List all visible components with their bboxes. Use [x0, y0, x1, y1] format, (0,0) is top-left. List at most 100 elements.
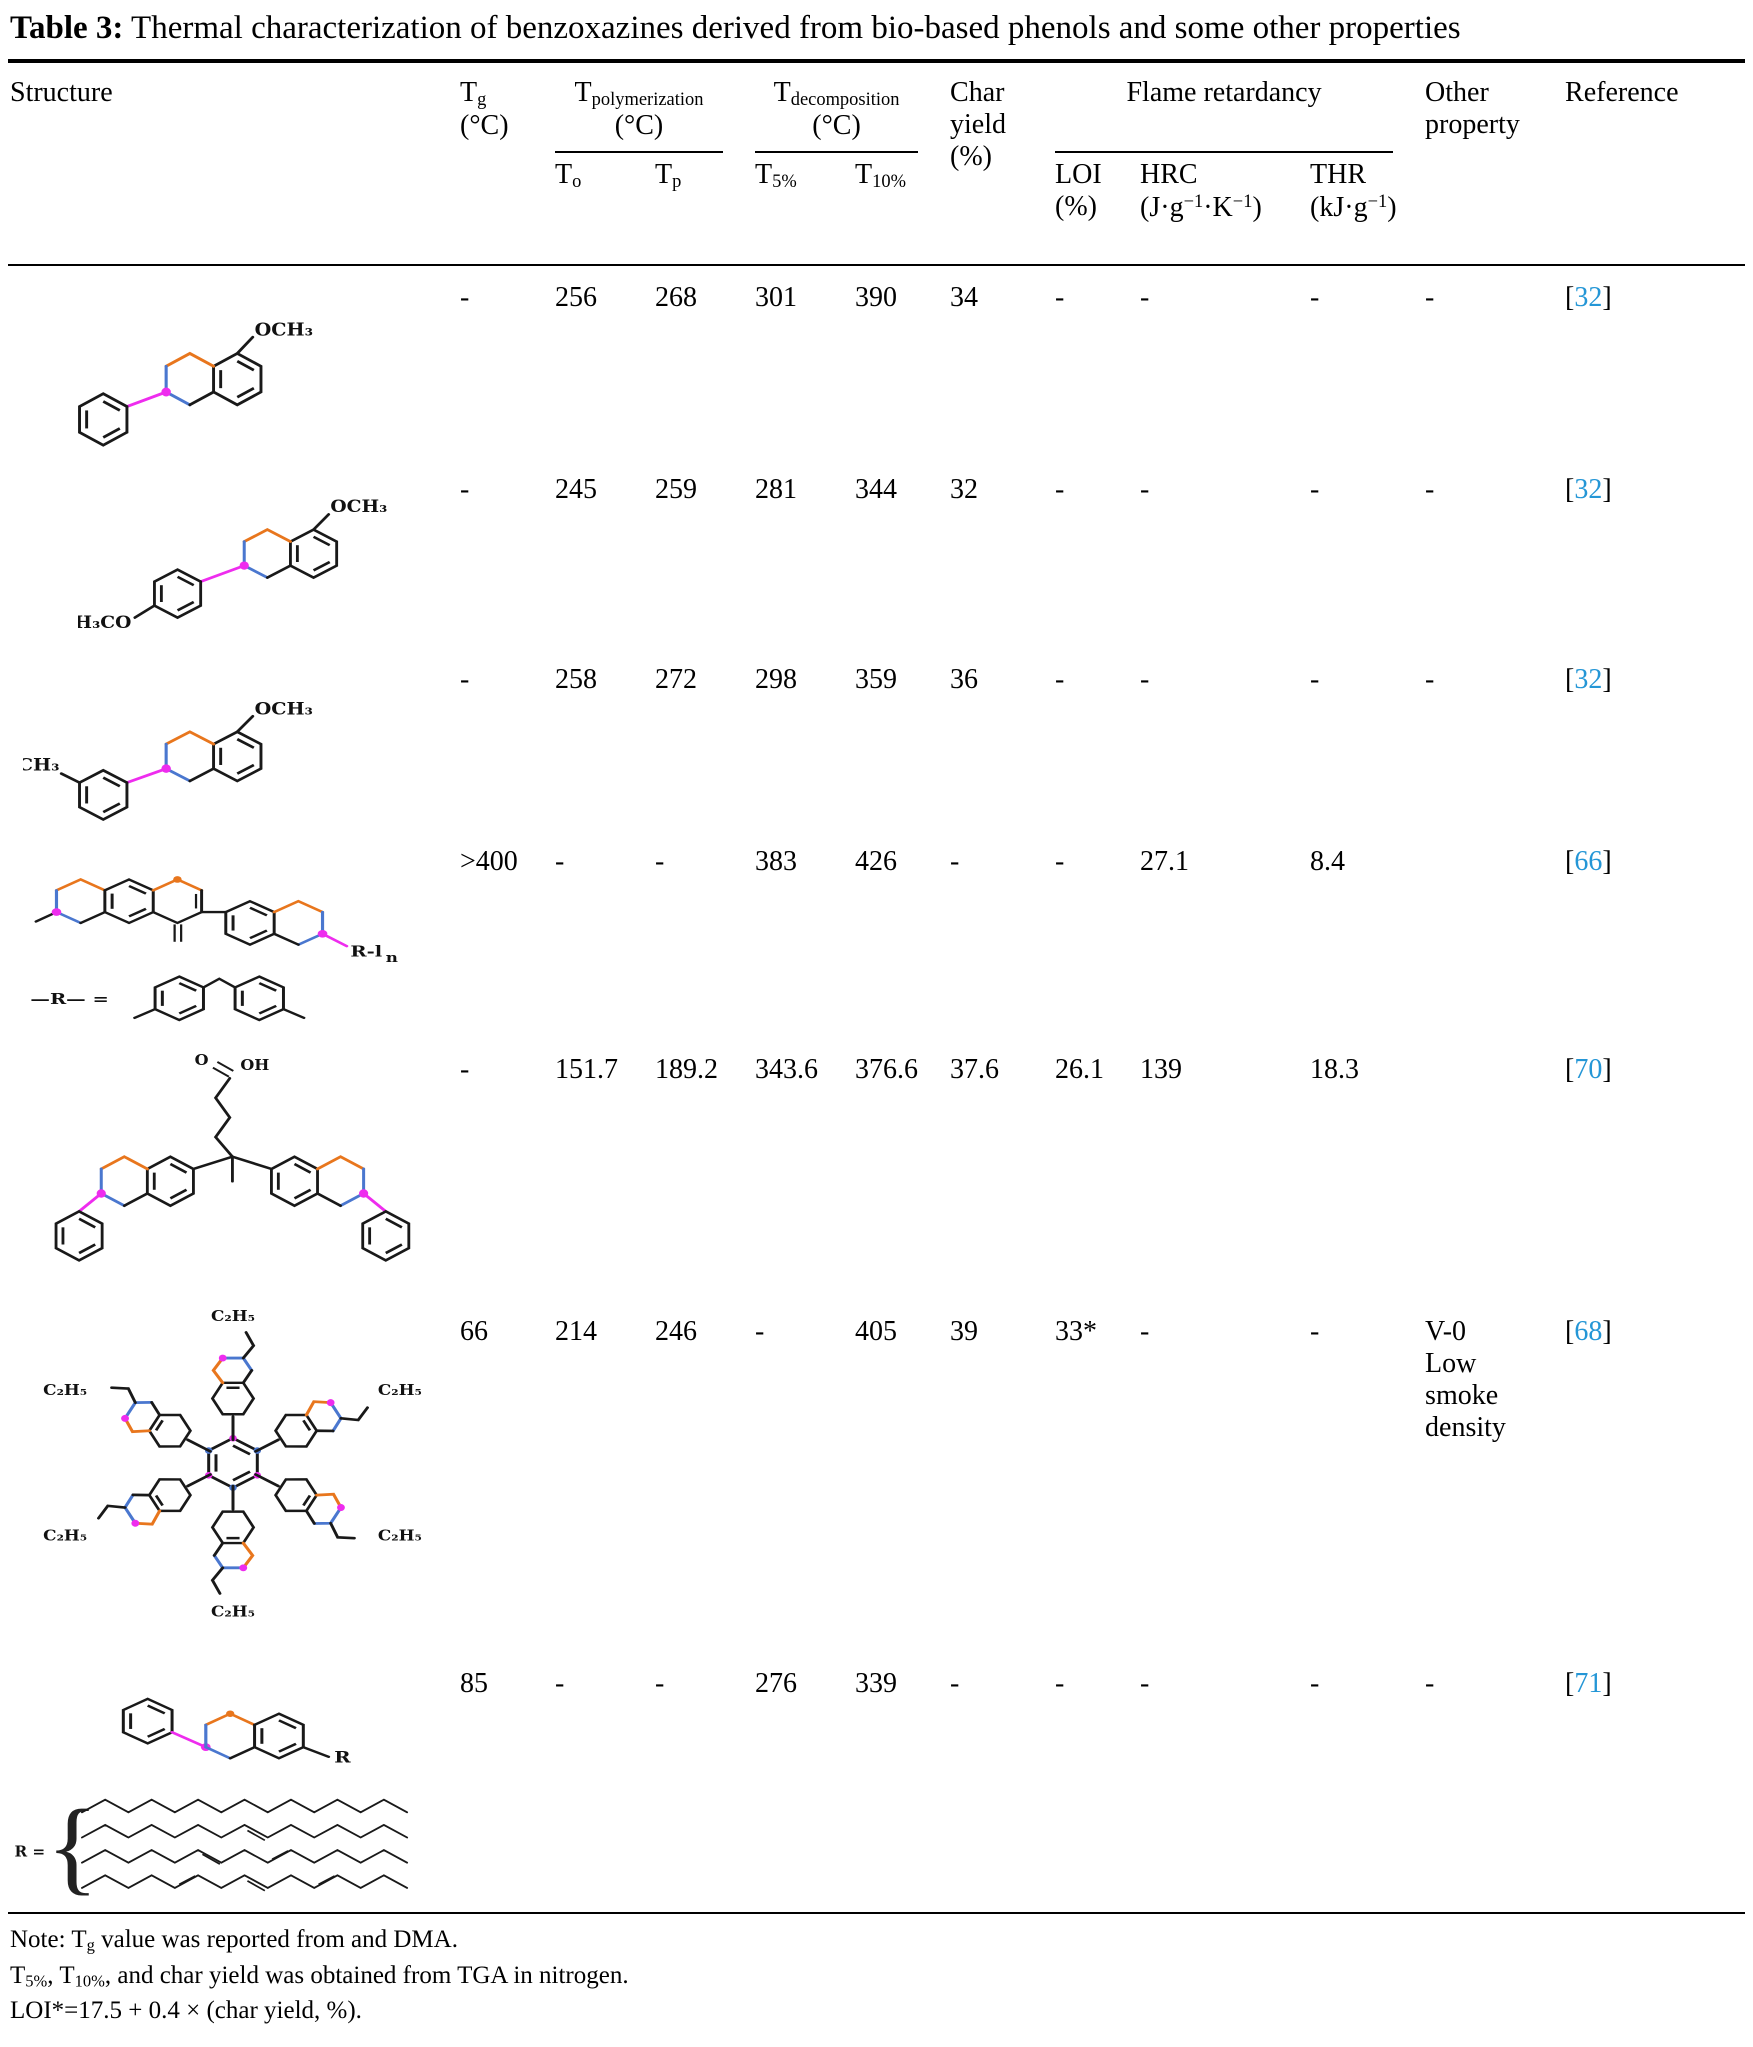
cell-structure: OCH₃ H₃CO	[8, 458, 458, 648]
benzene-ring	[212, 730, 263, 783]
r-definition-label: —R— =	[30, 991, 108, 1008]
repeat-unit-subscript: n	[386, 950, 398, 966]
benzene-ring	[224, 899, 276, 947]
cell-t5: 298	[755, 664, 798, 696]
alkyl-chain-monoene	[81, 1824, 409, 1842]
cell-structure: R-l n —R— =	[8, 830, 458, 1038]
ch3-label: CH₃	[23, 755, 59, 775]
cell-loi: -	[1055, 474, 1065, 506]
reference-link[interactable]: 32	[1574, 474, 1603, 506]
table-row: OCH₃ H₃CO - 245 259 281 344 32 - - - - […	[8, 458, 1745, 648]
core-ring	[207, 1436, 259, 1490]
benzoxazine-arm	[95, 1382, 221, 1467]
alkyl-chain-diene	[81, 1849, 409, 1866]
cell-t5: 343.6	[755, 1054, 819, 1086]
cell-structure: OCH₃ CH₃	[8, 648, 458, 830]
cell-char-yield: -	[950, 846, 960, 878]
reference-link[interactable]: 71	[1574, 1668, 1603, 1700]
column-group-tdecomposition: Tdecomposition (°C)	[753, 61, 948, 157]
structure-diagram-2: OCH₃ H₃CO	[78, 497, 388, 632]
cell-other-property: -	[1425, 474, 1435, 506]
cell-reference: [71]	[1565, 1668, 1612, 1700]
cell-other-property	[1423, 1038, 1563, 1300]
reference-link[interactable]: 32	[1574, 664, 1603, 696]
cell-t10: 376.6	[855, 1054, 919, 1086]
phenylene-ring	[153, 975, 205, 1022]
cell-loi: -	[1055, 1668, 1065, 1700]
hydroxyl-label: OH	[240, 1057, 269, 1074]
column-header-thr: THR (kJ·g−1)	[1308, 157, 1424, 267]
oxygen-atom	[226, 1710, 235, 1718]
table-title-text: Thermal characterization of benzoxazines…	[123, 10, 1461, 46]
phenylene-ring	[270, 1155, 319, 1208]
table-row: R R = {	[8, 1652, 1745, 1913]
phenyl-ring	[78, 769, 129, 822]
cell-char-yield: 37.6	[950, 1054, 1000, 1086]
cell-thr: -	[1310, 1668, 1320, 1700]
structure-diagram-1: OCH₃	[78, 320, 313, 447]
column-header-reference: Reference	[1563, 61, 1746, 267]
cell-t10: 426	[855, 846, 898, 878]
cell-to: -	[555, 846, 565, 878]
cell-reference: [68]	[1565, 1316, 1612, 1348]
table-row: O OH	[8, 1038, 1745, 1300]
column-header-other-property: Other property	[1423, 61, 1564, 267]
note-line: LOI*=17.5 + 0.4 × (char yield, %).	[10, 1997, 362, 2025]
repeat-unit-label: R-l	[350, 943, 382, 960]
table-notes: Note: Tg value was reported from and DMA…	[8, 1914, 1745, 2047]
cell-tg: -	[460, 282, 470, 314]
phenyl-ring	[153, 568, 203, 620]
cell-tg: -	[460, 1054, 470, 1086]
cell-to: -	[555, 1668, 565, 1700]
column-group-tpolymerization: Tpolymerization (°C)	[553, 61, 753, 157]
arm-substituent-label: C₂H₅	[43, 1381, 87, 1399]
column-header-structure: Structure	[8, 61, 458, 267]
cell-hrc: 27.1	[1140, 846, 1190, 878]
cell-tp: -	[655, 1668, 665, 1700]
h3co-label: H₃CO	[78, 613, 131, 632]
cell-loi: 33*	[1055, 1316, 1098, 1348]
och3-label: OCH₃	[330, 497, 387, 517]
benzoxazine-arm	[245, 1459, 371, 1544]
reference-link[interactable]: 70	[1574, 1054, 1603, 1086]
structure-diagram-7: R	[121, 1697, 351, 1767]
column-header-t10: T10%	[853, 157, 949, 267]
reference-link[interactable]: 66	[1574, 846, 1603, 878]
cell-to: 245	[555, 474, 597, 506]
reference-link[interactable]: 68	[1574, 1316, 1603, 1348]
cell-thr: 8.4	[1310, 846, 1346, 878]
cell-reference: [70]	[1565, 1054, 1612, 1086]
oxygen-atom	[173, 876, 182, 884]
cell-t10: 390	[855, 282, 898, 314]
column-group-flame-retardancy: Flame retardancy	[1053, 61, 1423, 157]
cell-to: 258	[555, 664, 597, 696]
cell-tg: >400	[460, 846, 518, 878]
cell-t5: 383	[755, 846, 798, 878]
arm-substituent-label: C₂H₅	[211, 1603, 255, 1621]
cell-thr: 18.3	[1310, 1054, 1360, 1086]
column-header-t5: T5%	[753, 157, 854, 267]
structure-diagram-5: O OH	[54, 1052, 411, 1263]
benzoxazine-arm	[95, 1459, 221, 1544]
och3-label: OCH₃	[255, 320, 313, 340]
reference-link[interactable]: 32	[1574, 282, 1603, 314]
table-row: OCH₃ CH₃ - 258 272 298 359 36 - - - - [3…	[8, 648, 1745, 830]
cell-tp: -	[655, 846, 665, 878]
cell-t10: 344	[855, 474, 898, 506]
note-line: Note: Tg value was reported from and DMA…	[10, 1926, 458, 1955]
cell-structure: C₂H₅ C₂H₅ C₂H₅ C₂H₅ C₂H₅ C₂H₅	[8, 1300, 458, 1652]
arm-substituent-label: C₂H₅	[211, 1307, 255, 1325]
phenylene-ring	[233, 975, 285, 1022]
cell-other-property: -	[1425, 282, 1435, 314]
table-row: R-l n —R— = >400 - - 383 426 - -	[8, 830, 1745, 1038]
cell-loi: -	[1055, 282, 1065, 314]
cell-other-property: V-0 Low smoke density	[1425, 1316, 1506, 1444]
cell-tp: 259	[655, 474, 697, 506]
table-title-label: Table 3:	[10, 10, 124, 46]
cell-thr: -	[1310, 664, 1320, 696]
alkyl-chain-triene	[81, 1874, 409, 1892]
cell-other-property: -	[1425, 664, 1435, 696]
column-header-tg: Tg (°C)	[458, 61, 553, 267]
table-row: OCH₃ - 256 268 301 390 34 - - - - [32]	[8, 265, 1745, 458]
cell-tp: 272	[655, 664, 697, 696]
